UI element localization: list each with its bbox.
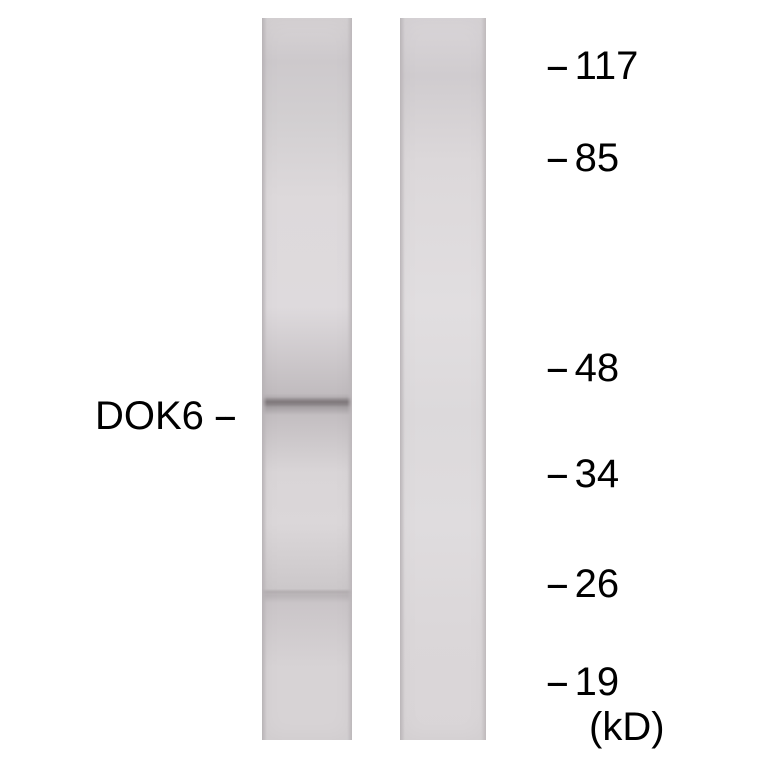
mw-marker-value: 85 bbox=[575, 136, 620, 180]
lane-1-edge-left bbox=[262, 18, 267, 740]
lane-2-edge-right bbox=[481, 18, 486, 740]
blot-container: DOK6 -- --117--85--48--34--26--19 (kD) bbox=[0, 0, 764, 764]
lane-1-band-1 bbox=[262, 589, 352, 595]
mw-marker-117: --117 bbox=[546, 44, 638, 89]
mw-marker-48: --48 bbox=[546, 346, 619, 391]
mw-marker-dash: -- bbox=[546, 660, 565, 705]
mw-marker-dash: -- bbox=[546, 136, 565, 181]
blot-lane-1 bbox=[262, 18, 352, 740]
protein-label: DOK6 bbox=[95, 394, 204, 439]
lane-2-background bbox=[400, 18, 486, 740]
unit-label: (kD) bbox=[589, 705, 665, 750]
mw-marker-value: 19 bbox=[575, 660, 620, 704]
lane-1-background bbox=[262, 18, 352, 740]
mw-marker-85: --85 bbox=[546, 136, 619, 181]
mw-marker-dash: -- bbox=[546, 452, 565, 497]
mw-marker-value: 34 bbox=[575, 452, 620, 496]
mw-marker-value: 26 bbox=[575, 562, 620, 606]
blot-lane-2 bbox=[400, 18, 486, 740]
lane-1-band-0 bbox=[262, 397, 352, 407]
protein-label-dash: -- bbox=[214, 394, 233, 439]
mw-marker-dash: -- bbox=[546, 346, 565, 391]
mw-marker-dash: -- bbox=[546, 44, 565, 89]
mw-marker-34: --34 bbox=[546, 452, 619, 497]
mw-marker-value: 117 bbox=[575, 44, 639, 88]
lane-1-edge-right bbox=[347, 18, 352, 740]
mw-marker-dash: -- bbox=[546, 562, 565, 607]
mw-marker-19: --19 bbox=[546, 660, 619, 705]
mw-marker-value: 48 bbox=[575, 346, 620, 390]
mw-marker-26: --26 bbox=[546, 562, 619, 607]
lane-2-edge-left bbox=[400, 18, 405, 740]
